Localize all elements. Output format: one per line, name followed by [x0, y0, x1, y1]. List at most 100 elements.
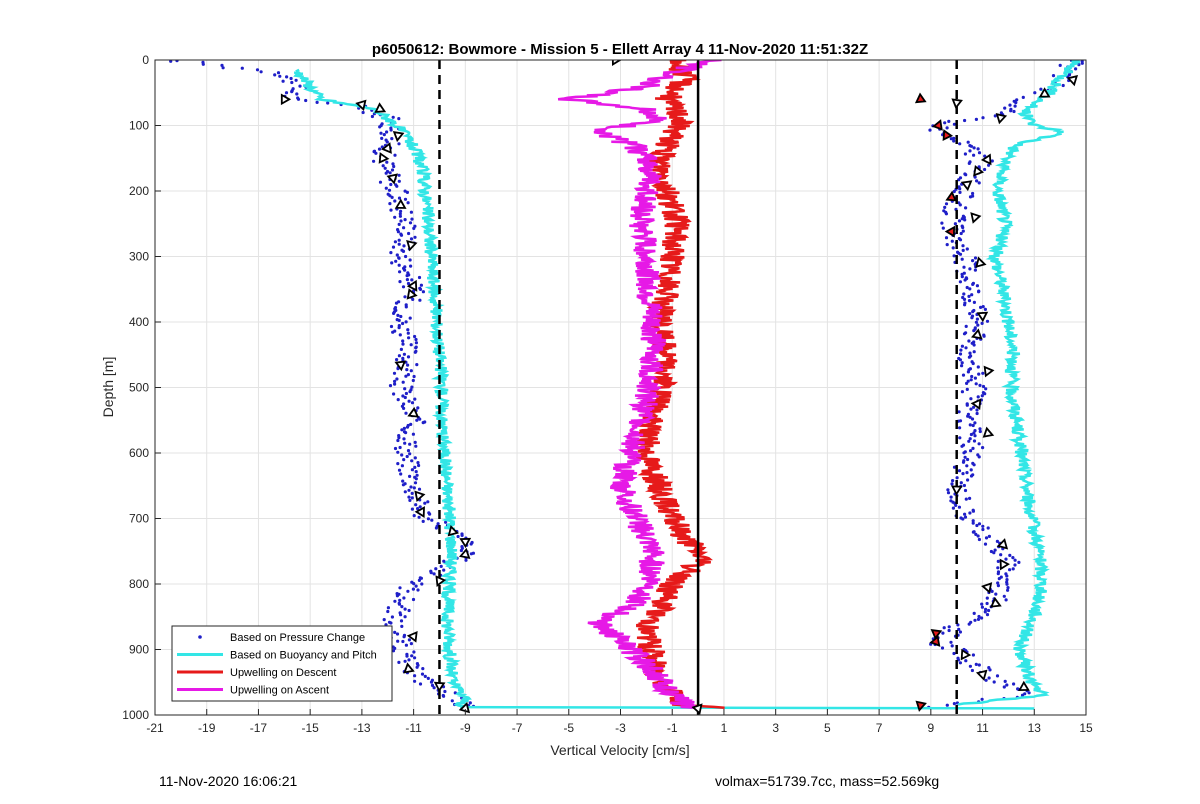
- pressure-change-point: [963, 152, 968, 156]
- pressure-change-point: [169, 60, 173, 63]
- pressure-change-point: [413, 456, 417, 460]
- pressure-change-point: [942, 626, 946, 630]
- pressure-change-point: [399, 472, 403, 476]
- pressure-change-point: [992, 551, 996, 555]
- pressure-change-point: [974, 382, 978, 386]
- pressure-change-point: [971, 519, 975, 523]
- pressure-change-point: [984, 678, 988, 682]
- pressure-change-point: [396, 462, 400, 466]
- triangle-marker: [970, 212, 982, 224]
- pressure-change-point: [954, 503, 958, 507]
- pressure-change-point: [928, 128, 932, 132]
- footer-volmax-mass: volmax=51739.7cc, mass=52.569kg: [715, 773, 940, 789]
- pressure-change-point: [952, 702, 957, 706]
- pressure-change-point: [410, 491, 414, 495]
- triangle-marker: [951, 98, 963, 110]
- pressure-change-point: [973, 376, 978, 380]
- pressure-change-point: [941, 226, 945, 230]
- pressure-change-point: [961, 373, 966, 377]
- pressure-change-point: [399, 347, 403, 351]
- pressure-change-point: [968, 287, 972, 291]
- x-axis-ticks: -21 -19 -17 -15 -13 -11 -9 -7 -5 -3 -1 1 3 5 7 9 11 13 15: [146, 709, 1093, 735]
- pressure-change-point: [973, 268, 978, 272]
- pressure-change-point: [397, 256, 401, 260]
- pressure-change-point: [976, 395, 980, 399]
- pressure-change-point: [958, 252, 963, 256]
- pressure-change-point: [983, 154, 987, 158]
- pressure-change-point: [419, 283, 423, 287]
- pressure-change-point: [969, 407, 973, 411]
- pressure-change-point: [404, 305, 408, 309]
- pressure-change-point: [988, 668, 992, 672]
- legend: Based on Pressure Change Based on Buoyanc…: [171, 625, 393, 702]
- triangle-marker: [915, 700, 927, 712]
- triangle-marker: [433, 681, 446, 693]
- pressure-change-point: [390, 615, 394, 619]
- pressure-change-point: [961, 244, 965, 248]
- pressure-change-point: [960, 275, 964, 279]
- pressure-change-point: [980, 605, 985, 609]
- pressure-change-point: [975, 411, 979, 416]
- pressure-change-point: [403, 295, 407, 299]
- pressure-change-point: [977, 442, 981, 446]
- pressure-change-point: [395, 253, 399, 257]
- pressure-change-point: [959, 348, 963, 352]
- pressure-change-point: [401, 394, 405, 398]
- pressure-change-point: [411, 432, 415, 436]
- pressure-change-point: [429, 680, 434, 684]
- pressure-change-point: [175, 60, 179, 63]
- pressure-change-point: [1005, 574, 1009, 578]
- pressure-change-point: [415, 418, 419, 422]
- pressure-change-point: [406, 449, 411, 453]
- pressure-change-point: [957, 469, 962, 473]
- pressure-change-point: [423, 674, 427, 679]
- pressure-change-point: [962, 451, 966, 455]
- pressure-change-point: [408, 221, 413, 225]
- pressure-change-point: [1015, 98, 1019, 102]
- pressure-change-point: [949, 495, 953, 499]
- legend-label: Upwelling on Descent: [230, 667, 336, 679]
- pressure-change-point: [945, 126, 949, 130]
- pressure-change-point: [378, 125, 382, 129]
- pressure-change-point: [391, 162, 395, 166]
- pressure-change-point: [421, 667, 425, 671]
- pressure-change-point: [395, 358, 399, 362]
- pressure-change-point: [983, 167, 987, 172]
- pressure-change-point: [977, 614, 981, 619]
- pressure-change-point: [399, 314, 403, 319]
- triangle-marker: [982, 426, 995, 438]
- pressure-change-point: [957, 219, 962, 223]
- pressure-change-point: [411, 597, 416, 602]
- triangle-marker: [386, 173, 398, 185]
- pressure-change-point: [958, 661, 963, 665]
- triangle-marker: [989, 596, 1002, 608]
- pressure-change-point: [413, 679, 417, 683]
- pressure-change-point: [401, 483, 405, 487]
- pressure-change-point: [962, 483, 967, 488]
- pressure-change-point: [418, 682, 423, 686]
- triangle-marker: [996, 538, 1009, 550]
- y-tick-label: 0: [142, 53, 149, 67]
- pressure-change-point: [403, 387, 407, 391]
- pressure-change-point: [969, 144, 974, 148]
- pressure-change-point: [418, 287, 423, 291]
- pressure-change-point: [294, 78, 298, 82]
- pressure-change-point: [952, 122, 957, 126]
- pressure-change-point: [417, 463, 421, 468]
- pressure-change-point: [973, 175, 977, 179]
- reference-lines: [438, 60, 958, 715]
- pressure-change-point: [1006, 586, 1010, 590]
- pressure-change-point: [409, 422, 413, 426]
- pressure-change-point: [1009, 109, 1013, 113]
- pressure-change-point: [397, 179, 401, 183]
- triangle-marker: [930, 629, 943, 640]
- pressure-change-point: [423, 501, 427, 505]
- pressure-change-point: [391, 649, 396, 653]
- pressure-change-point: [996, 572, 1000, 576]
- pressure-change-point: [390, 168, 395, 172]
- pressure-change-point: [950, 482, 954, 486]
- pressure-change-point: [426, 517, 430, 521]
- pressure-change-point: [984, 387, 988, 391]
- pressure-change-point: [417, 487, 422, 491]
- pressure-change-point: [972, 146, 976, 150]
